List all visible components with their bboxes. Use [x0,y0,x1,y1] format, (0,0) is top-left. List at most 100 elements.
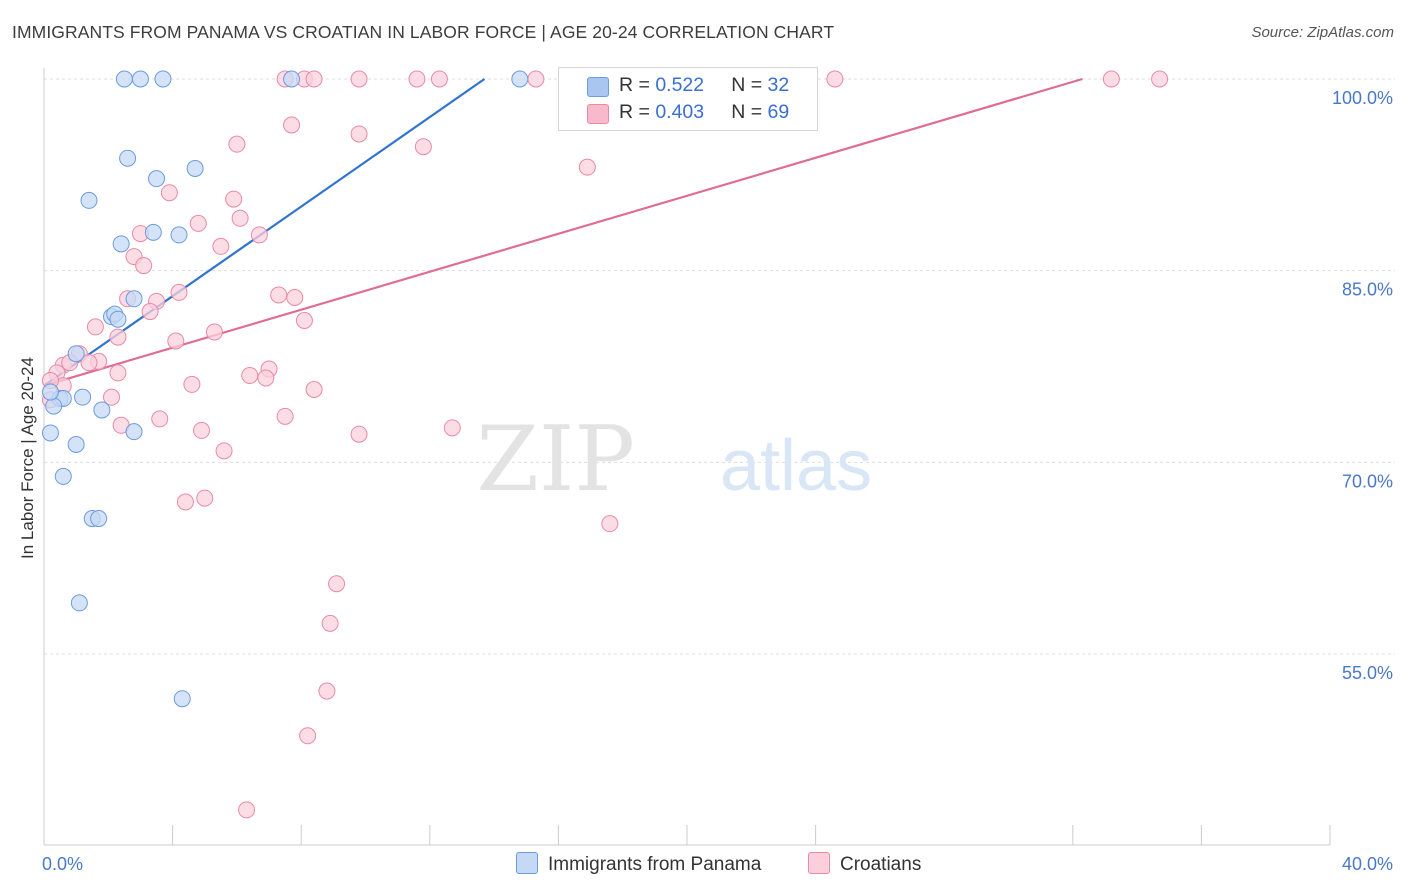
point-croatians[interactable] [283,116,301,134]
point-panama[interactable] [148,170,166,188]
point-croatians[interactable] [321,614,339,632]
data-points [41,70,1169,819]
point-croatians[interactable] [295,312,313,329]
legend-r-label: R = [619,101,656,123]
point-croatians[interactable] [305,381,323,398]
point-panama[interactable] [131,70,149,88]
y-axis-label: In Labor Force | Age 20-24 [18,357,37,559]
point-croatians[interactable] [151,410,169,428]
point-panama[interactable] [67,345,85,363]
gridlines [44,78,1395,655]
point-panama[interactable] [90,510,108,528]
point-panama[interactable] [144,223,162,241]
legend-n-value: 32 [767,74,790,96]
watermark: ZIP atlas [476,407,872,512]
point-croatians[interactable] [318,682,336,700]
point-croatians[interactable] [109,364,127,382]
source-label: Source: ZipAtlas.com [1251,24,1394,41]
x-tick-label: 0.0% [42,854,83,874]
point-croatians[interactable] [225,190,243,208]
point-panama[interactable] [41,383,59,401]
point-panama[interactable] [173,690,191,708]
point-panama[interactable] [109,310,127,328]
point-croatians[interactable] [215,442,233,460]
chart-title: IMMIGRANTS FROM PANAMA VS CROATIAN IN LA… [12,22,835,42]
y-tick-label: 85.0% [1342,280,1393,300]
point-panama[interactable] [41,424,59,442]
point-croatians[interactable] [270,286,288,304]
point-croatians[interactable] [170,283,188,301]
point-panama[interactable] [511,70,529,88]
point-croatians[interactable] [103,388,121,406]
point-croatians[interactable] [350,125,368,143]
point-croatians[interactable] [135,257,153,275]
point-croatians[interactable] [167,332,185,350]
point-panama[interactable] [125,290,143,308]
point-croatians[interactable] [601,515,619,533]
point-croatians[interactable] [286,289,304,306]
legend-swatch-panama [516,852,538,874]
point-croatians[interactable] [241,366,259,384]
y-tick-label: 100.0% [1332,88,1393,108]
point-croatians[interactable] [231,209,249,227]
point-croatians[interactable] [414,138,432,156]
legend-r-value: 0.522 [655,74,705,96]
point-panama[interactable] [119,149,137,167]
point-croatians[interactable] [183,375,201,393]
legend-item-panama[interactable]: Immigrants from Panama [516,852,761,876]
legend-n-label: N = [731,101,768,123]
point-croatians[interactable] [109,328,127,346]
point-panama[interactable] [74,388,92,406]
stats-legend: R = 0.522 N = 32 R = 0.403 N = 69 [558,67,818,131]
tick-labels: 100.0% 85.0% 70.0% 55.0% 0.0% 40.0% [42,88,1393,874]
point-panama[interactable] [125,423,143,441]
point-croatians[interactable] [527,70,545,88]
point-croatians[interactable] [430,70,448,88]
point-croatians[interactable] [176,493,194,511]
y-tick-label: 55.0% [1342,663,1393,683]
point-croatians[interactable] [205,323,223,341]
point-panama[interactable] [80,191,98,209]
point-croatians[interactable] [1102,70,1120,88]
point-croatians[interactable] [257,369,275,387]
legend-swatch-croatians [587,104,609,124]
point-croatians[interactable] [86,318,104,336]
point-croatians[interactable] [1151,70,1169,88]
point-panama[interactable] [154,70,172,88]
point-croatians[interactable] [238,801,256,819]
point-croatians[interactable] [443,419,461,437]
point-panama[interactable] [67,435,85,453]
point-croatians[interactable] [350,425,368,443]
point-panama[interactable] [45,397,63,415]
watermark-atlas: atlas [720,426,872,506]
point-croatians[interactable] [328,575,346,593]
point-panama[interactable] [70,594,88,612]
point-panama[interactable] [283,70,301,88]
legend-label-croatians: Croatians [840,854,922,875]
point-croatians[interactable] [826,70,844,88]
point-panama[interactable] [186,159,204,177]
point-croatians[interactable] [212,237,230,255]
point-panama[interactable] [115,70,133,88]
point-croatians[interactable] [193,421,211,439]
point-croatians[interactable] [141,303,159,321]
point-croatians[interactable] [250,226,268,244]
point-panama[interactable] [112,235,130,253]
point-croatians[interactable] [160,184,178,202]
point-croatians[interactable] [276,407,294,425]
legend-r-label: R = [619,74,656,96]
point-croatians[interactable] [578,158,596,176]
point-croatians[interactable] [350,70,368,88]
point-croatians[interactable] [299,727,317,745]
point-panama[interactable] [170,226,188,244]
point-croatians[interactable] [408,70,426,88]
point-croatians[interactable] [80,354,98,372]
point-croatians[interactable] [196,489,214,507]
legend-item-croatians[interactable]: Croatians [808,852,921,876]
point-croatians[interactable] [305,70,323,88]
legend-r-value: 0.403 [655,101,705,123]
point-panama[interactable] [54,467,72,485]
point-croatians[interactable] [228,135,246,153]
point-croatians[interactable] [189,214,207,232]
point-panama[interactable] [93,401,111,419]
